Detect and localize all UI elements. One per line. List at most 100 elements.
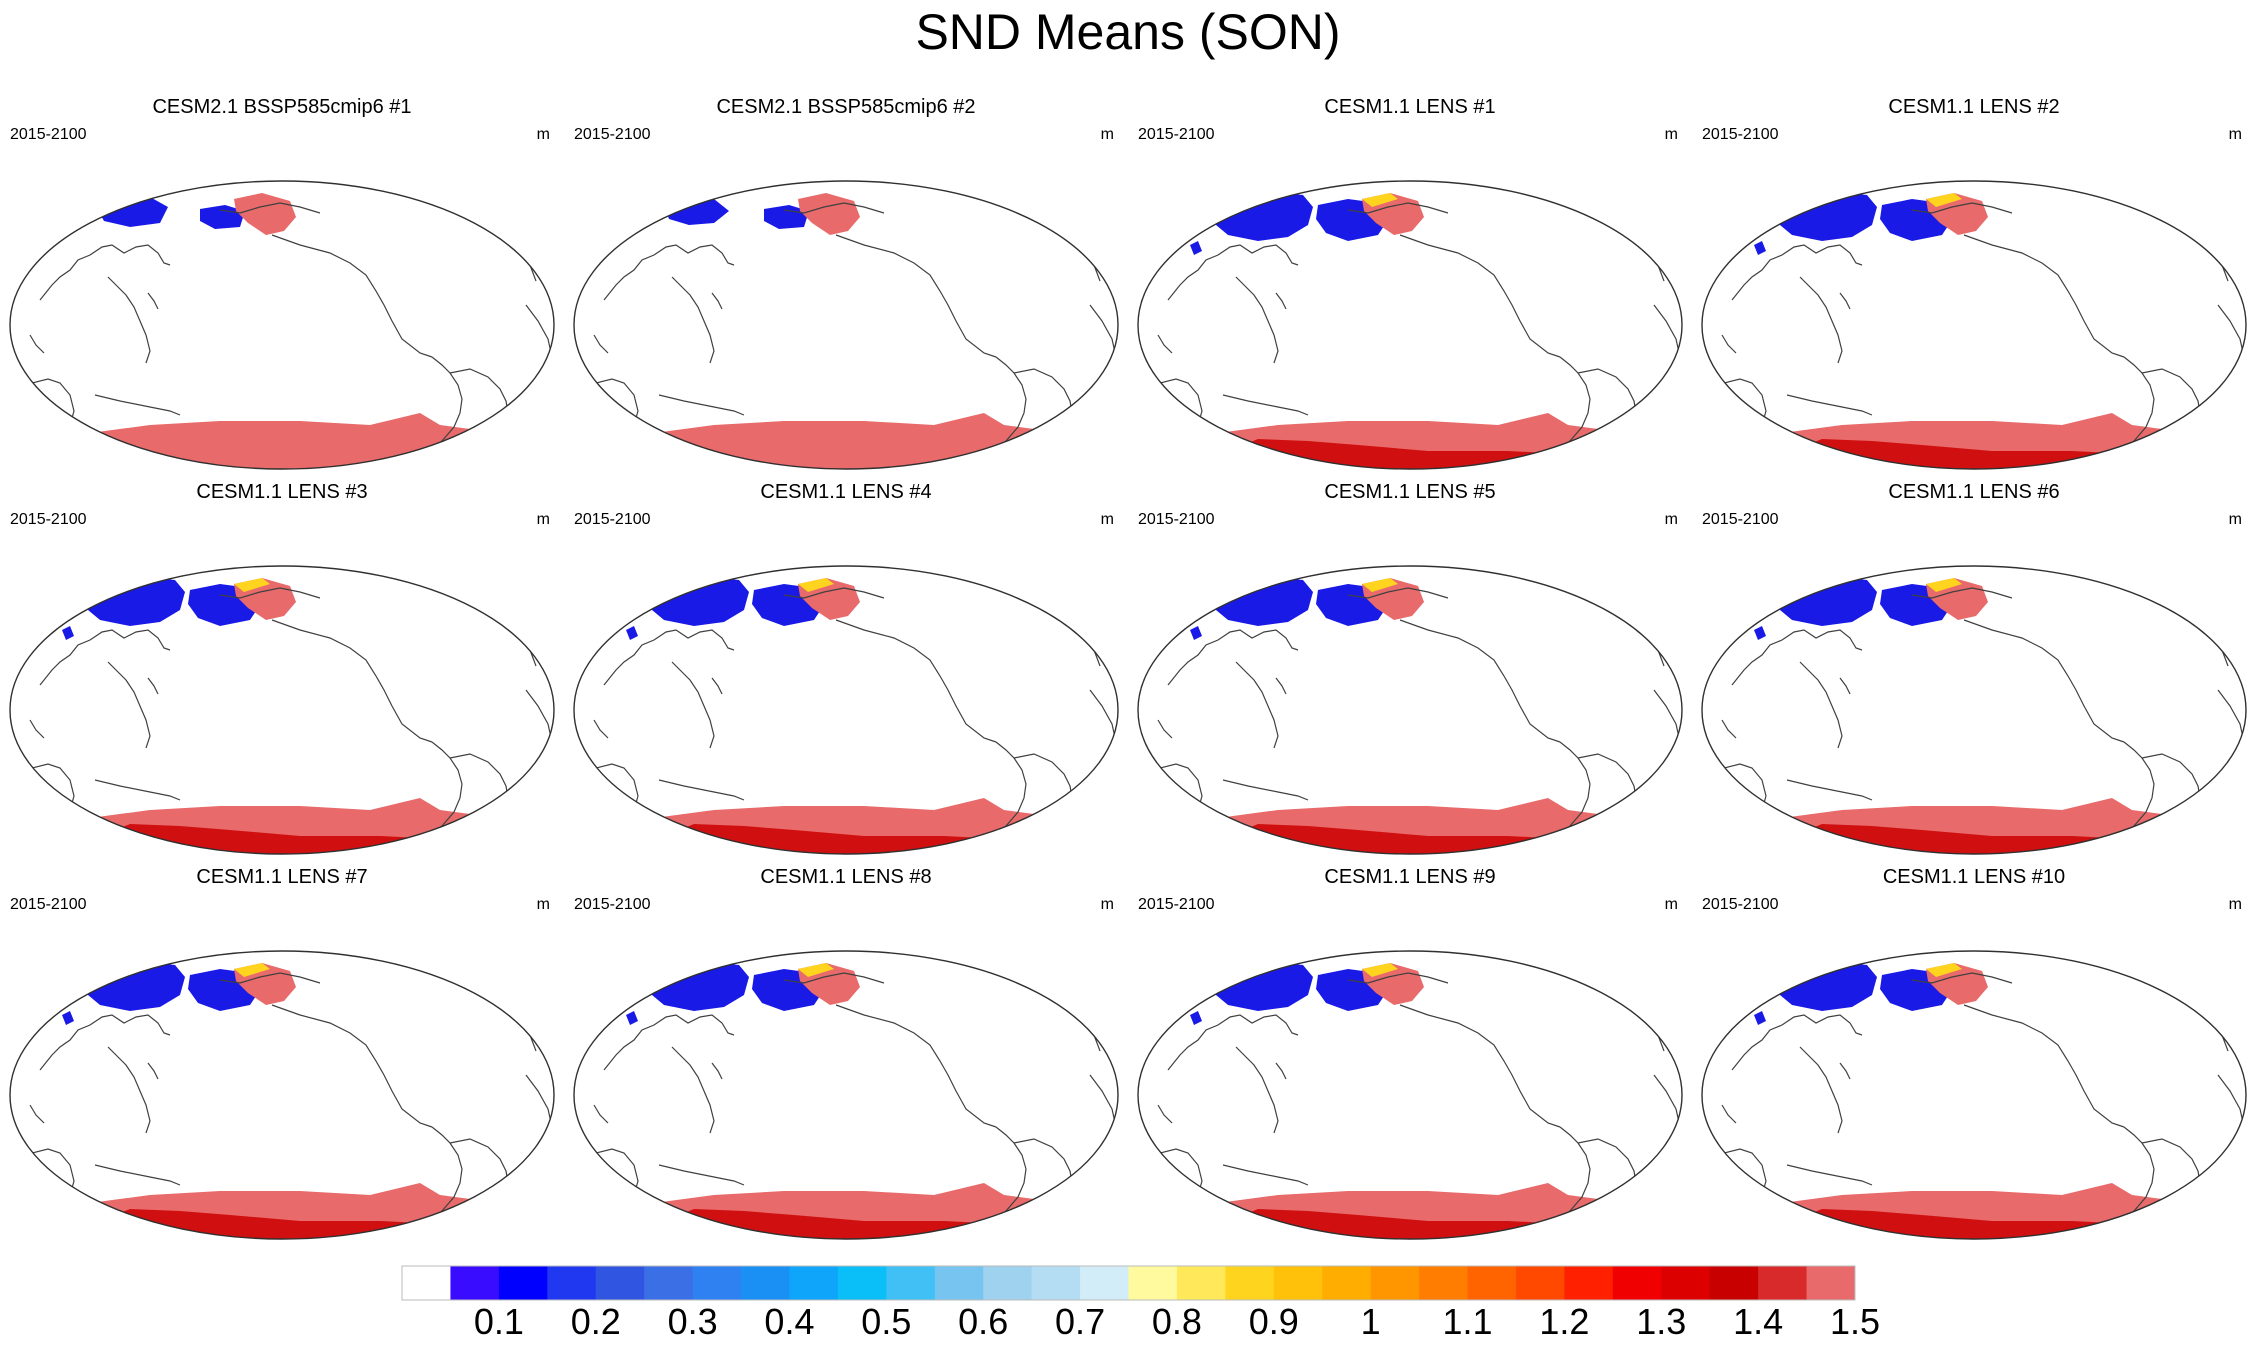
tibet-snow (626, 626, 638, 640)
tibet-snow (626, 1011, 638, 1025)
coastline (593, 719, 609, 739)
coastline (39, 629, 171, 686)
colorbar-box (1564, 1266, 1614, 1300)
panel-units: m (536, 896, 550, 913)
colorbar-box (1080, 1266, 1129, 1300)
colorbar-tick-label: 0.4 (764, 1301, 815, 1342)
coastline (1275, 677, 1287, 695)
coastline (593, 334, 609, 354)
panel-period: 2015-2100 (574, 511, 651, 528)
map-plot (573, 565, 1119, 855)
map-panel: CESM1.1 LENS #10 2015-2100 m (1692, 865, 2256, 1253)
map-plot (573, 950, 1119, 1240)
panel-units: m (1100, 896, 1114, 913)
map-plot (9, 565, 555, 855)
tibet-snow (62, 626, 74, 640)
coastline (783, 202, 885, 214)
coastline (219, 587, 321, 599)
colorbar-box (837, 1266, 887, 1300)
coastline (1731, 244, 1863, 301)
coastline (107, 661, 151, 749)
map-border (9, 180, 555, 470)
coastline (1839, 677, 1851, 695)
coastline (1786, 394, 1873, 416)
colorbar-box (1612, 1266, 1662, 1300)
coastline (147, 677, 159, 695)
antarctic-snow-max (1208, 439, 1682, 469)
coastline (271, 619, 433, 743)
map-plot (573, 180, 1119, 470)
panel-title: CESM1.1 LENS #8 (760, 866, 932, 888)
panel-title: CESM2.1 BSSP585cmip6 #1 (152, 96, 412, 118)
coastline (29, 719, 45, 739)
panel-title: CESM1.1 LENS #3 (196, 481, 368, 503)
coastline (1399, 1004, 1561, 1128)
map-panel: CESM1.1 LENS #7 2015-2100 m (0, 865, 564, 1253)
colorbar-box (595, 1266, 645, 1300)
coastline (1799, 276, 1843, 364)
panel-title: CESM1.1 LENS #7 (196, 866, 368, 888)
coastline (1799, 661, 1843, 749)
coastline (711, 292, 723, 310)
panel-title: CESM1.1 LENS #10 (1882, 866, 2066, 888)
coastline (1839, 1062, 1851, 1080)
colorbar-box (983, 1266, 1033, 1300)
antarctic-snow-max (80, 1209, 554, 1239)
panel-period: 2015-2100 (1138, 126, 1215, 143)
colorbar-box (934, 1266, 984, 1300)
colorbar-box (1419, 1266, 1469, 1300)
map-panel: CESM2.1 BSSP585cmip6 #2 2015-2100 m (564, 95, 1128, 483)
coastline (1731, 629, 1863, 686)
antarctic-snow-max (80, 824, 554, 854)
colorbar-tick-label: 1.3 (1636, 1301, 1687, 1342)
panel-units: m (1100, 511, 1114, 528)
coastline (1786, 1164, 1873, 1186)
panel-units: m (1664, 126, 1678, 143)
coastline (835, 234, 997, 358)
greenland-snow-rim (1362, 193, 1398, 207)
map-plot (1701, 565, 2247, 855)
coastline (107, 1046, 151, 1134)
greenland-snow-rim (1362, 963, 1398, 977)
map-border (573, 180, 1119, 470)
coastline (39, 1014, 171, 1071)
coastline (835, 619, 997, 743)
coastline (603, 629, 735, 686)
panel-units: m (2228, 511, 2242, 528)
panel-title: CESM1.1 LENS #9 (1324, 866, 1496, 888)
antarctic-snow-max (1208, 1209, 1682, 1239)
north-america-snow (200, 205, 245, 229)
coastline (1799, 1046, 1843, 1134)
panel-title: CESM2.1 BSSP585cmip6 #2 (716, 96, 976, 118)
panel-title: CESM1.1 LENS #1 (1324, 96, 1496, 118)
north-america-snow (764, 205, 809, 229)
coastline (147, 1062, 159, 1080)
colorbar-box (547, 1266, 597, 1300)
coastline (1167, 1014, 1299, 1071)
map-border (1701, 180, 2247, 470)
colorbar-box (1515, 1266, 1565, 1300)
coastline (1157, 1104, 1173, 1124)
coastline (1275, 1062, 1287, 1080)
tibet-snow (1754, 241, 1766, 255)
colorbar-box (1370, 1266, 1420, 1300)
colorbar-tick-label: 0.6 (958, 1301, 1009, 1342)
map-border (1137, 565, 1683, 855)
panel-title: CESM1.1 LENS #5 (1324, 481, 1496, 503)
colorbar-tick-label: 1.5 (1829, 1301, 1881, 1342)
panel-period: 2015-2100 (10, 896, 87, 913)
panel-period: 2015-2100 (10, 126, 87, 143)
colorbar-box (1758, 1266, 1808, 1300)
antarctic-snow-max (1772, 439, 2246, 469)
antarctic-snow-max (644, 824, 1118, 854)
coastline (1911, 202, 2013, 214)
map-border (1701, 950, 2247, 1240)
colorbar-box (1806, 1266, 1856, 1300)
panel-title: CESM1.1 LENS #6 (1888, 481, 2060, 503)
map-panel: CESM1.1 LENS #3 2015-2100 m (0, 480, 564, 868)
coastline (1222, 1164, 1309, 1186)
coastline (1786, 779, 1873, 801)
colorbar-tick-label: 1.4 (1733, 1301, 1784, 1342)
panel-period: 2015-2100 (574, 896, 651, 913)
colorbar-box (1467, 1266, 1517, 1300)
